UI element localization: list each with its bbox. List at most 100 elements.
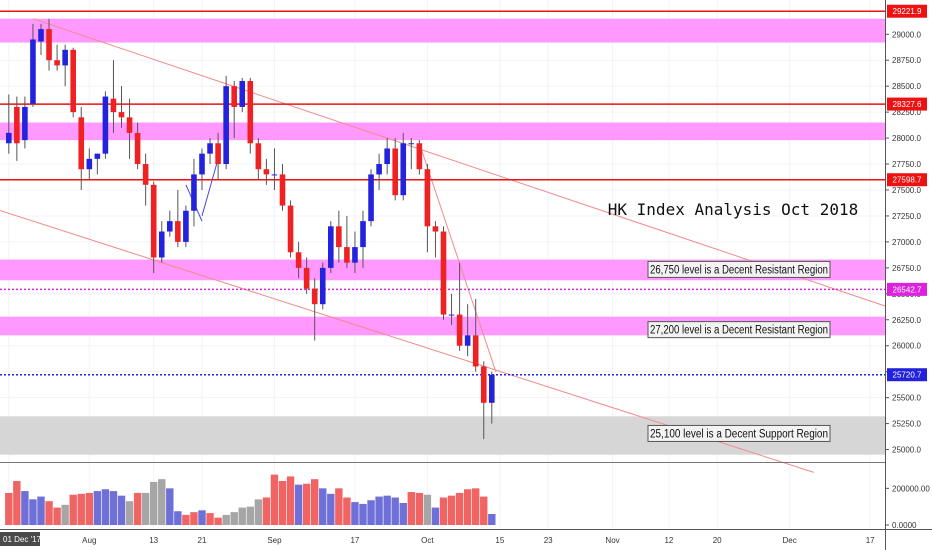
candle — [62, 44, 68, 87]
candle-body — [150, 184, 157, 258]
price-level-tag-box — [887, 4, 927, 18]
volume-bar — [222, 514, 230, 525]
price-tick-label: 25500.0 — [892, 394, 921, 403]
volume-bar — [29, 499, 37, 525]
candle — [247, 77, 254, 154]
time-label: 17 — [350, 536, 359, 545]
volume-bar — [455, 492, 464, 525]
candle-body — [303, 267, 310, 289]
candle-body — [368, 174, 374, 222]
volume-bar — [278, 481, 287, 525]
candle-body — [416, 143, 423, 170]
candle — [489, 371, 495, 424]
time-label-cursor: 01 Dec '17 — [0, 532, 42, 546]
price-level-tag-box — [887, 97, 927, 111]
time-label: 23 — [544, 536, 553, 545]
candle-body — [54, 60, 60, 66]
candle — [352, 231, 358, 274]
price-level-tag: 27598.7 — [887, 173, 927, 187]
candle — [287, 200, 294, 258]
time-label: 15 — [495, 536, 504, 545]
time-axis[interactable]: 01 Dec '17 Aug 13 21 Sep 17 Oct 15 23 Nov 12 20 Dec 1… — [0, 532, 875, 546]
callout: 25,100 level is a Decent Support Region — [647, 424, 831, 442]
callout: 26,750 level is a Decent Resistant Regio… — [647, 260, 831, 278]
volume-bar — [447, 495, 456, 525]
candle — [78, 106, 85, 190]
candle-body — [223, 86, 229, 165]
price-axis[interactable]: 25000.025250.025500.025750.026000.026250… — [885, 30, 921, 455]
volume-bar — [254, 499, 263, 525]
candle — [199, 148, 205, 190]
candle-body — [118, 112, 125, 118]
time-label-cursor-box — [0, 532, 40, 546]
candle — [456, 262, 463, 351]
trend-line — [201, 158, 219, 217]
candle — [440, 226, 447, 320]
candle — [360, 210, 366, 268]
candle — [424, 164, 431, 253]
candle — [319, 262, 326, 310]
candle — [223, 75, 229, 170]
price-tick-label: 28750.0 — [892, 56, 921, 65]
callout-box — [647, 260, 831, 278]
volume-bar — [367, 500, 375, 525]
price-level-tag: 25720.7 — [887, 368, 927, 382]
candle — [263, 158, 270, 185]
price-level-tag: 26542.7 — [887, 282, 927, 296]
candle — [344, 215, 350, 268]
price-level-tags: 29221.9 28327.6 27598.7 26542.7 25720.7 — [887, 4, 927, 382]
candle-body — [464, 335, 471, 346]
candle-body — [392, 148, 398, 196]
price-tick-label: 28000.0 — [892, 134, 921, 143]
resistance-zone — [0, 18, 885, 43]
price-level-tag-label: 29221.9 — [893, 7, 922, 16]
candle — [303, 257, 310, 294]
candle-body — [231, 86, 237, 107]
volume-bar — [335, 488, 343, 525]
candle — [70, 47, 76, 118]
candle — [384, 138, 390, 175]
candle — [30, 23, 36, 107]
candle-body — [311, 288, 318, 305]
volume-bars — [5, 474, 496, 525]
candle — [14, 96, 20, 161]
candle-body — [110, 98, 117, 113]
candle — [183, 205, 189, 248]
time-label: Sep — [267, 536, 282, 545]
candle-body — [336, 226, 342, 248]
candle-body — [175, 221, 181, 242]
price-tick-label: 26750.0 — [892, 264, 921, 273]
volume-bar — [230, 512, 238, 525]
candle — [150, 181, 157, 274]
candle-body — [255, 143, 262, 170]
volume-bar — [117, 495, 126, 525]
candle-body — [30, 39, 36, 104]
callout-box — [647, 321, 831, 339]
candle-body — [142, 164, 149, 185]
volume-bar — [109, 491, 118, 525]
price-axis-background — [885, 0, 932, 550]
candle-body — [376, 164, 382, 175]
candle-body — [408, 143, 415, 145]
candle — [448, 293, 455, 325]
candle — [215, 132, 221, 180]
volume-bar — [472, 488, 480, 525]
candle-body — [456, 314, 463, 346]
volume-bar — [150, 481, 158, 525]
volume-bar — [423, 494, 432, 525]
price-level-tag: 29221.9 — [887, 4, 927, 18]
volume-bar — [294, 484, 303, 525]
candle — [102, 91, 109, 159]
volume-bar — [480, 496, 488, 525]
candle — [336, 210, 342, 263]
time-label: 13 — [149, 536, 158, 545]
price-level-tag-label: 27598.7 — [893, 176, 922, 185]
candle — [207, 138, 213, 165]
candle — [6, 94, 12, 154]
candle-body — [158, 231, 165, 258]
volume-bar — [439, 497, 448, 525]
time-axis-background — [0, 529, 932, 550]
candle — [191, 158, 197, 227]
candle-body — [22, 106, 28, 141]
